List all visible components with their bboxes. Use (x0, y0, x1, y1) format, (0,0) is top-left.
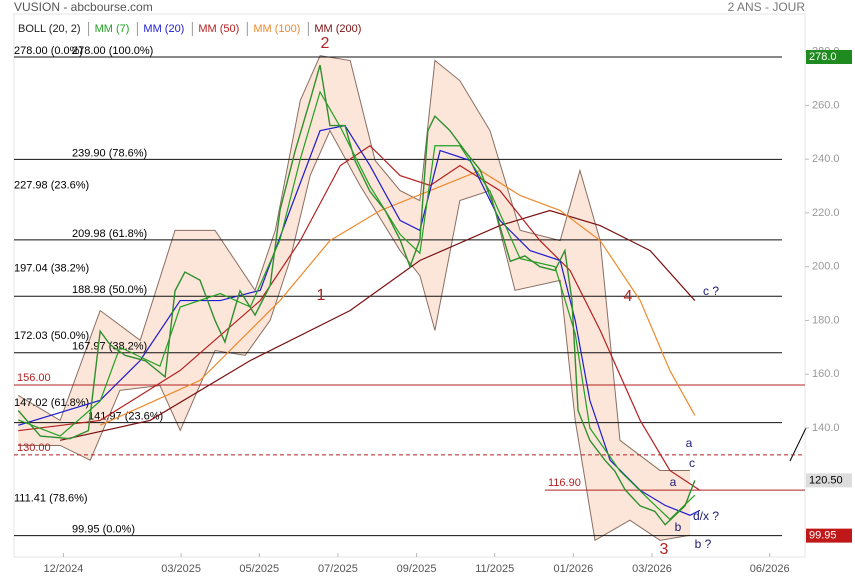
level-label: 147.02 (61.8%) (14, 397, 89, 409)
x-tick-label: 03/2025 (161, 563, 201, 575)
moving-average (60, 209, 696, 441)
price-tag (806, 50, 852, 65)
wave-label: d/x ? (693, 509, 719, 523)
red-line-label: 130.00 (17, 442, 51, 454)
x-tick-label: 11/2025 (475, 563, 514, 575)
red-line-label: 156.00 (17, 372, 51, 384)
level-label: 239.90 (78.6%) (72, 147, 147, 159)
wave-label: 1 (317, 287, 326, 304)
level-label: 99.95 (0.0%) (72, 524, 135, 536)
wave-label: a (686, 436, 693, 450)
level-label: 209.98 (61.8%) (72, 228, 147, 240)
x-tick-label: 03/2026 (632, 563, 672, 575)
trend-line (789, 427, 807, 462)
level-label: 197.04 (38.2%) (14, 263, 89, 275)
y-tick-label: 240.0 (812, 153, 840, 165)
chart-title: VUSION - abcbourse.com (14, 0, 153, 14)
moving-average (18, 124, 701, 516)
wave-label: 2 (321, 35, 330, 52)
moving-average (18, 144, 701, 491)
y-tick-label: 200.0 (812, 261, 840, 273)
legend-entry: BOLL (20, 2) (18, 23, 81, 35)
y-tick-label: 220.0 (812, 207, 840, 219)
legend-entry: MM (100) (253, 23, 300, 35)
level-label: 141.97 (23.6%) (88, 411, 163, 423)
x-tick-label: 12/2024 (44, 563, 84, 575)
level-label: 227.98 (23.6%) (14, 179, 89, 191)
wave-label: b (675, 520, 682, 534)
legend-entry: MM (7) (95, 23, 130, 35)
y-tick-label: 260.0 (812, 99, 840, 111)
level-label: 111.41 (78.6%) (14, 493, 88, 505)
price-tag (806, 473, 852, 488)
x-tick-label: 09/2025 (397, 563, 437, 575)
level-label: 167.97 (38.2%) (72, 341, 147, 353)
legend-entry: MM (200) (314, 23, 361, 35)
y-tick-label: 140.0 (812, 422, 840, 434)
price-tag-label: 120.50 (809, 474, 843, 486)
price-tag-label: 99.95 (809, 530, 837, 542)
chart-subtitle: 2 ANS - JOUR (728, 0, 806, 14)
price-tag (806, 528, 852, 543)
level-label: 188.98 (50.0%) (72, 284, 147, 296)
wave-label: 3 (660, 541, 669, 558)
wave-label: a (670, 475, 677, 489)
y-tick-label: 160.0 (812, 368, 840, 380)
wave-label: 4 (624, 288, 633, 305)
wave-label: c (689, 456, 695, 470)
x-tick-label: 01/2026 (553, 563, 593, 575)
level-label: 278.00 (0.0%) (14, 45, 83, 57)
level-label: 278.00 (100.0%) (72, 45, 153, 57)
x-tick-label: 05/2025 (239, 563, 279, 575)
bollinger-lower (18, 129, 691, 542)
legend-entry: MM (20) (143, 23, 184, 35)
x-tick-label: 06/2026 (750, 563, 790, 575)
bollinger-upper (17, 55, 691, 471)
price-tag-label: 278.0 (809, 51, 837, 63)
wave-label: b ? (695, 537, 712, 551)
price-line (17, 64, 696, 526)
x-tick-label: 07/2025 (318, 563, 358, 575)
wave-label: c ? (703, 284, 719, 298)
plot-frame (13, 13, 806, 558)
red-line-label: 116.90 (548, 477, 581, 489)
legend-entry: MM (50) (198, 23, 239, 35)
bollinger-fill (18, 55, 691, 541)
y-tick-label: 180.0 (812, 314, 840, 326)
level-label: 172.03 (50.0%) (14, 330, 89, 342)
